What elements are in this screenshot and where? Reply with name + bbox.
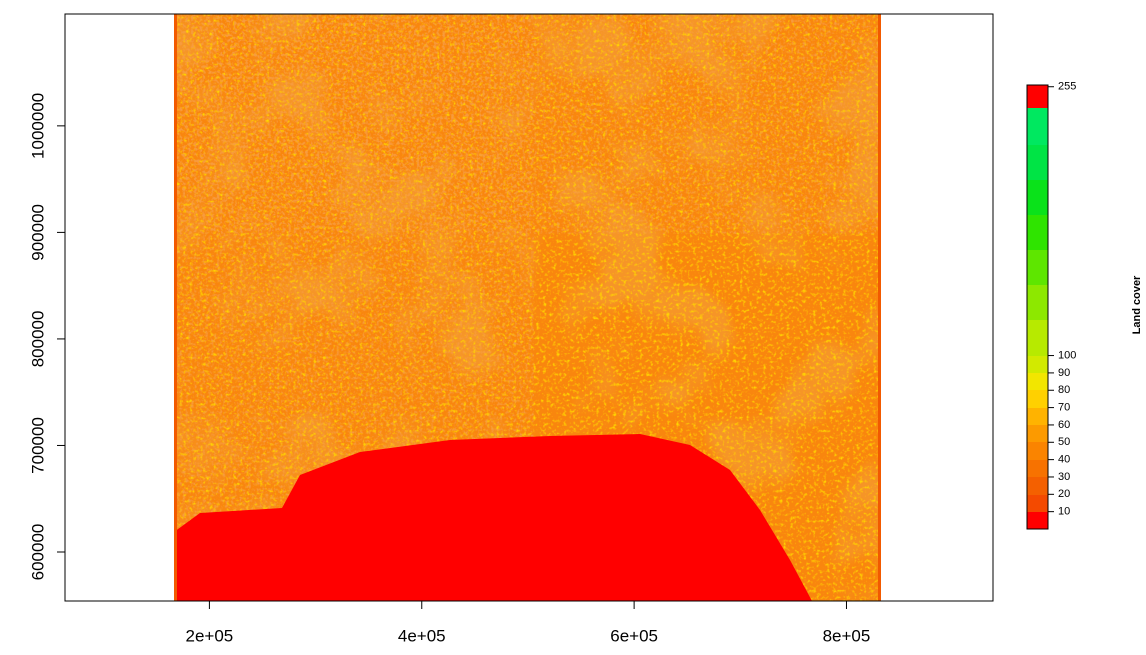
- colorbar: [1027, 85, 1048, 529]
- legend-tick-label: 40: [1058, 454, 1070, 466]
- x-tick-label: 8e+05: [823, 626, 871, 645]
- legend-tick-label: 100: [1058, 349, 1076, 361]
- x-tick-label: 2e+05: [186, 626, 234, 645]
- legend-tick-label: 20: [1058, 488, 1070, 500]
- legend-tick-label: 50: [1058, 436, 1070, 448]
- legend-tick-label: 90: [1058, 367, 1070, 379]
- legend-tick-label: 255: [1058, 81, 1076, 93]
- chart: Land cover 2e+05 4e+05 6e+05 8e+05 600000 700…: [0, 0, 1146, 655]
- y-tick-label: 700000: [28, 417, 47, 474]
- legend-tick-label: 60: [1058, 419, 1070, 431]
- y-tick-label: 1000000: [28, 93, 47, 159]
- legend-tick-label: 70: [1058, 402, 1070, 414]
- x-tick-label: 6e+05: [610, 626, 658, 645]
- x-tick-label: 4e+05: [398, 626, 446, 645]
- legend-tick-label: 80: [1058, 384, 1070, 396]
- raster-image: [174, 14, 881, 601]
- legend-title: Land cover: [1131, 275, 1143, 334]
- y-tick-label: 900000: [28, 204, 47, 261]
- legend-tick-label: 30: [1058, 471, 1070, 483]
- y-tick-label: 800000: [28, 311, 47, 368]
- y-tick-label: 600000: [28, 524, 47, 581]
- legend-tick-label: 10: [1058, 506, 1070, 518]
